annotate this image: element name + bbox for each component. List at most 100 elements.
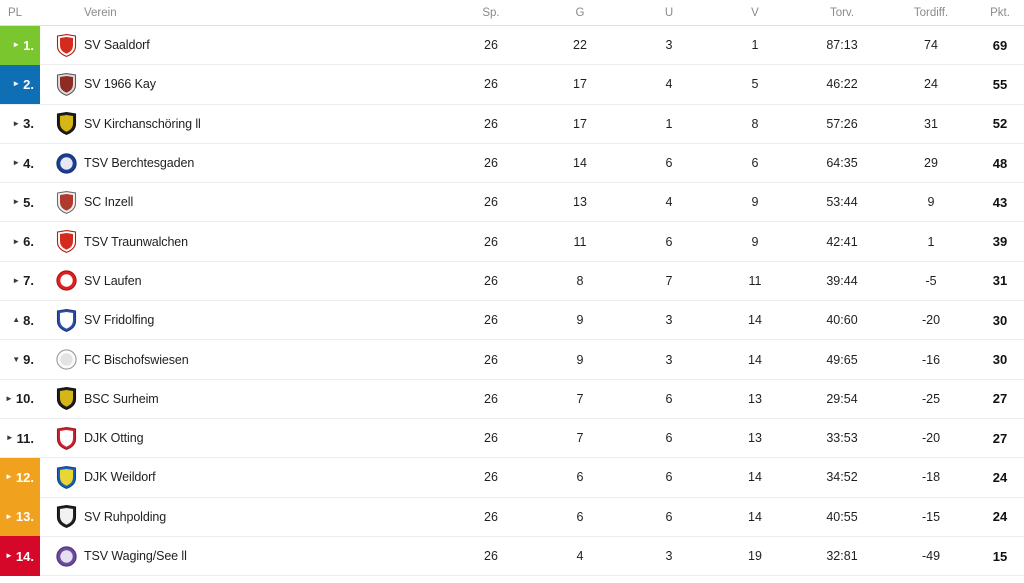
table-row[interactable]: ▲ 8. SV Fridolfing 26 9 3 14 40:60 -20 3…: [0, 301, 1024, 341]
position-cell: ► 14.: [0, 536, 40, 576]
club-cell[interactable]: DJK Weildorf: [40, 465, 448, 489]
club-cell[interactable]: SV Kirchanschöring ll: [40, 112, 448, 136]
club-name[interactable]: FC Bischofswiesen: [84, 352, 189, 367]
table-row[interactable]: ► 7. SV Laufen 26 8 7 11 39:44 -5 31: [0, 262, 1024, 302]
table-row[interactable]: ► 2. SV 1966 Kay 26 17 4 5 46:22 24 55: [0, 64, 1024, 105]
table-row[interactable]: ► 12. DJK Weildorf 26 6 6 14 34:52 -18 2…: [0, 457, 1024, 498]
position-number: 11.: [16, 430, 34, 446]
club-cell[interactable]: SV Ruhpolding: [40, 505, 448, 529]
points: 24: [992, 469, 1008, 485]
club-cell[interactable]: TSV Berchtesgaden: [40, 152, 448, 175]
club-name[interactable]: DJK Weildorf: [84, 470, 156, 485]
trend-arrow-icon: ►: [12, 236, 21, 246]
draws: 3: [665, 549, 673, 563]
wins: 14: [573, 156, 587, 171]
club-cell[interactable]: FC Bischofswiesen: [40, 348, 448, 371]
points: 55: [992, 76, 1008, 92]
points: 15: [992, 548, 1008, 564]
table-row[interactable]: ► 5. SC Inzell 26 13 4 9 53:44 9 43: [0, 183, 1024, 223]
club-cell[interactable]: SV Fridolfing: [40, 308, 448, 332]
club-cell[interactable]: SC Inzell: [40, 190, 448, 214]
table-row[interactable]: ► 14. TSV Waging/See ll 26 4 3 19 32:81 …: [0, 536, 1024, 577]
position-cell: ► 12.: [0, 457, 40, 498]
column-header-tordiff[interactable]: Tordiff.: [913, 6, 949, 19]
club-badge-icon: [56, 230, 77, 254]
losses: 8: [751, 116, 759, 131]
points: 27: [992, 391, 1008, 407]
club-name[interactable]: SC Inzell: [84, 195, 134, 210]
club-name[interactable]: SV Kirchanschöring ll: [84, 116, 201, 131]
club-cell[interactable]: SV 1966 Kay: [40, 72, 448, 96]
club-badge-icon: [56, 545, 77, 568]
club-cell[interactable]: SV Saaldorf: [40, 33, 448, 57]
column-header-g[interactable]: G: [575, 6, 585, 19]
matches-played: 26: [484, 273, 498, 288]
club-cell[interactable]: DJK Otting: [40, 426, 448, 450]
points: 27: [992, 430, 1008, 446]
points: 39: [992, 234, 1008, 250]
goals: 87:13: [826, 38, 858, 53]
club-name[interactable]: TSV Traunwalchen: [84, 234, 189, 249]
losses: 9: [751, 234, 759, 249]
losses: 14: [748, 470, 762, 485]
goal-difference: 29: [924, 156, 938, 171]
table-row[interactable]: ► 4. TSV Berchtesgaden 26 14 6 6 64:35 2…: [0, 143, 1024, 184]
table-row[interactable]: ► 3. SV Kirchanschöring ll 26 17 1 8 57:…: [0, 105, 1024, 144]
club-cell[interactable]: BSC Surheim: [40, 387, 448, 411]
club-name[interactable]: SV Laufen: [84, 273, 142, 288]
club-name[interactable]: SV Ruhpolding: [84, 509, 167, 524]
club-name[interactable]: SV 1966 Kay: [84, 77, 156, 92]
goal-difference: -16: [921, 352, 941, 367]
points: 30: [992, 312, 1008, 328]
goal-difference: -5: [925, 273, 937, 288]
table-row[interactable]: ► 11. DJK Otting 26 7 6 13 33:53 -20 27: [0, 419, 1024, 459]
trend-arrow-icon: ►: [5, 472, 13, 482]
wins: 7: [576, 431, 584, 446]
club-cell[interactable]: TSV Traunwalchen: [40, 230, 448, 254]
position-cell: ► 13.: [0, 497, 40, 537]
goals: 64:35: [826, 156, 858, 171]
club-name[interactable]: TSV Berchtesgaden: [84, 156, 195, 171]
points: 30: [992, 352, 1008, 368]
losses: 19: [748, 549, 762, 563]
club-name[interactable]: DJK Otting: [84, 431, 144, 446]
table-row[interactable]: ▼ 9. FC Bischofswiesen 26 9 3 14 49:65 -…: [0, 340, 1024, 380]
draws: 1: [665, 116, 673, 131]
club-badge-icon: [56, 505, 77, 529]
column-header-pkt[interactable]: Pkt.: [990, 6, 1010, 19]
table-row[interactable]: ► 10. BSC Surheim 26 7 6 13 29:54 -25 27: [0, 380, 1024, 419]
goals: 46:22: [826, 77, 858, 92]
table-row[interactable]: ► 6. TSV Traunwalchen 26 11 6 9 42:41 1 …: [0, 222, 1024, 262]
matches-played: 26: [484, 431, 498, 446]
club-name[interactable]: SV Saaldorf: [84, 38, 150, 53]
goals: 57:26: [826, 116, 858, 131]
goals: 42:41: [826, 234, 858, 249]
club-cell[interactable]: SV Laufen: [40, 269, 448, 292]
column-header-sp[interactable]: Sp.: [482, 6, 500, 19]
club-name[interactable]: BSC Surheim: [84, 391, 159, 406]
wins: 9: [576, 352, 584, 367]
club-name[interactable]: TSV Waging/See ll: [84, 549, 187, 563]
column-header-u[interactable]: U: [664, 6, 674, 19]
trend-arrow-icon: ▲: [12, 315, 21, 325]
club-cell[interactable]: TSV Waging/See ll: [40, 545, 448, 568]
goal-difference: -20: [921, 313, 941, 328]
club-badge-icon: [56, 112, 77, 136]
column-header-pl[interactable]: PL: [8, 6, 23, 19]
column-header-v[interactable]: V: [751, 6, 759, 19]
goal-difference: 9: [927, 195, 935, 210]
position-cell: ► 4.: [0, 143, 40, 182]
draws: 4: [665, 77, 673, 92]
table-row[interactable]: ► 13. SV Ruhpolding 26 6 6 14 40:55 -15 …: [0, 497, 1024, 537]
trend-arrow-icon: ►: [12, 197, 21, 207]
losses: 14: [748, 509, 762, 524]
wins: 8: [576, 273, 584, 288]
column-header-torv[interactable]: Torv.: [829, 6, 855, 19]
column-header-verein[interactable]: Verein: [84, 6, 117, 19]
losses: 11: [748, 273, 762, 288]
goal-difference: -18: [921, 470, 941, 485]
table-row[interactable]: ► 1. SV Saaldorf 26 22 3 1 87:13 74 69: [0, 25, 1024, 66]
club-name[interactable]: SV Fridolfing: [84, 313, 155, 328]
losses: 14: [748, 352, 762, 367]
club-badge-icon: [56, 152, 77, 175]
